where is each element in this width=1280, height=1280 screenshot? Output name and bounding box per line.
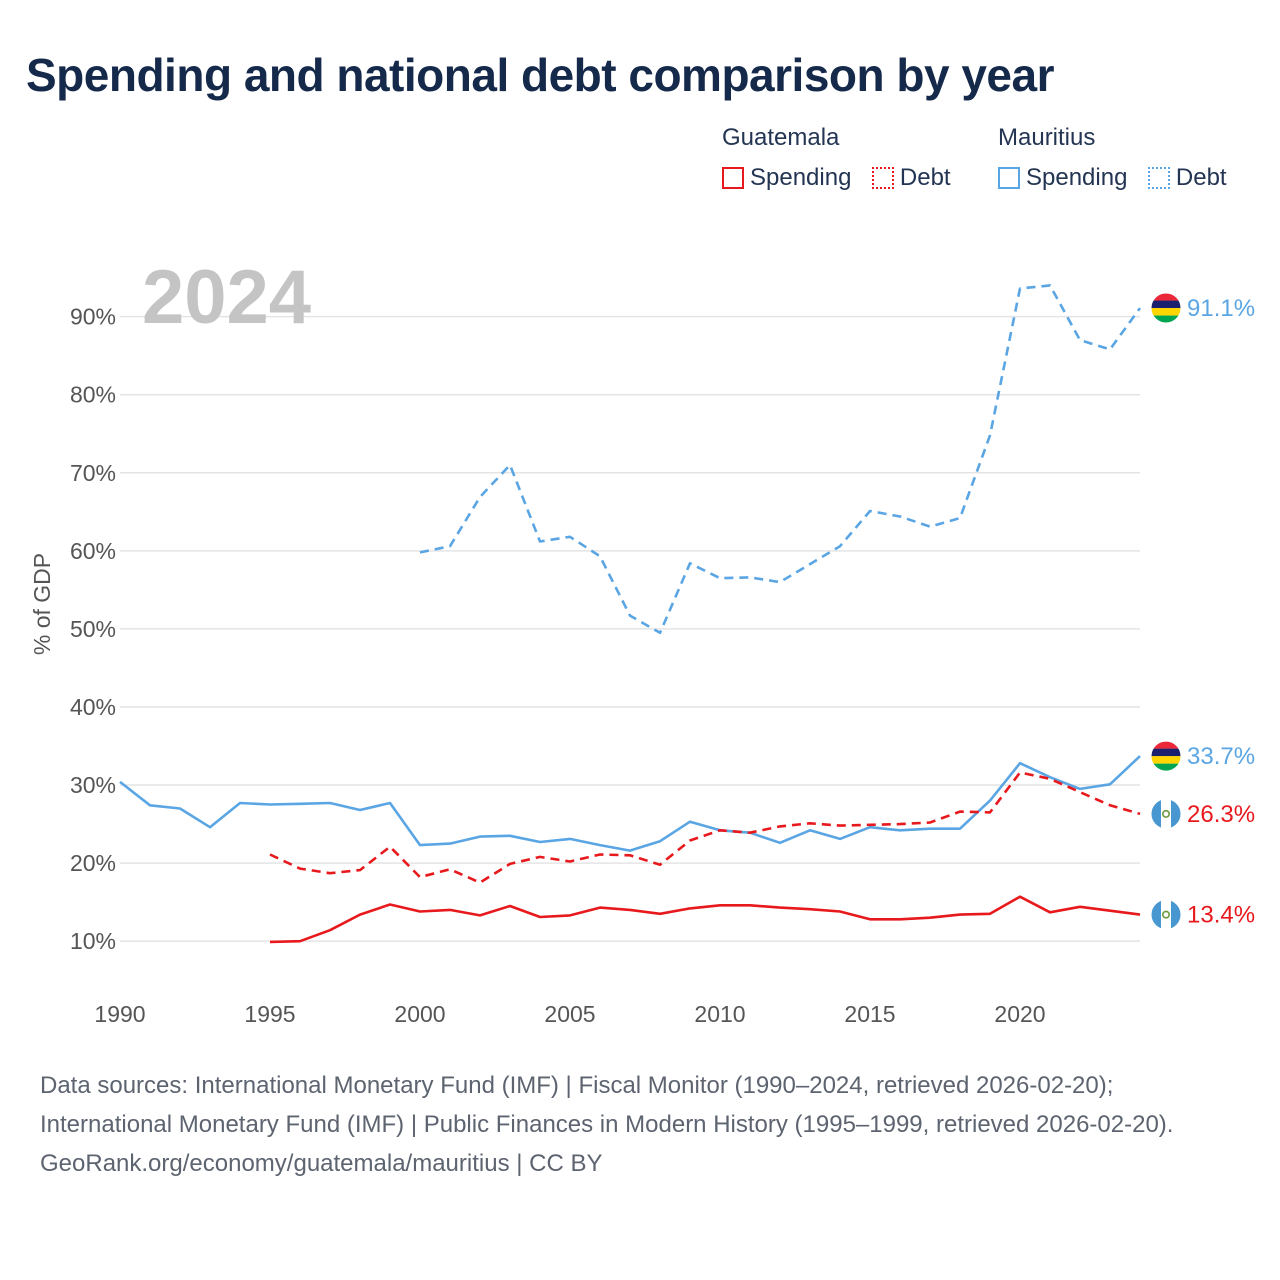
y-tick-label: 50%	[70, 616, 116, 642]
legend-guatemala-spending[interactable]: Spending	[722, 164, 851, 192]
legend-mauritius-debt[interactable]: Debt	[1147, 164, 1227, 192]
guatemala-flag-icon	[1150, 899, 1182, 931]
guatemala-spending-line[interactable]	[269, 895, 1141, 944]
x-tick-label: 2000	[394, 1001, 445, 1027]
y-tick-label: 10%	[70, 928, 116, 954]
x-tick-label: 2005	[544, 1001, 595, 1027]
legend-mauritius-title: Mauritius	[998, 124, 1096, 151]
y-tick-label: 20%	[70, 850, 116, 876]
chart-title: Spending and national debt comparison by…	[26, 49, 1055, 101]
solid-swatch-icon	[722, 167, 744, 189]
dotted-swatch-icon	[871, 167, 894, 189]
x-tick-label: 2010	[694, 1001, 745, 1027]
solid-swatch-icon	[998, 167, 1020, 189]
chart-plot: 10% 20% 30% 40% 50% 60% 70% 80% 90% 1990 1995 2000 2…	[29, 255, 1255, 1027]
legend-guatemala-spending-label: Spending	[750, 164, 852, 191]
mauritius-debt-line[interactable]	[419, 284, 1142, 635]
guatemala-flag-icon	[1150, 798, 1182, 830]
legend-mauritius-spending-label: Spending	[1026, 164, 1128, 191]
gridlines	[120, 315, 1140, 942]
y-axis-title: % of GDP	[29, 553, 55, 655]
y-tick-label: 30%	[70, 772, 116, 798]
legend-guatemala-title: Guatemala	[722, 124, 840, 151]
legend-guatemala: Guatemala Spending Debt	[722, 124, 967, 194]
guatemala-debt-line[interactable]	[269, 771, 1141, 884]
x-tick-label: 1995	[244, 1001, 295, 1027]
y-tick-label: 90%	[70, 304, 116, 330]
guatemala-debt-end-label: 26.3%	[1187, 801, 1255, 828]
x-tick-label: 1990	[94, 1001, 145, 1027]
x-tick-label: 2020	[994, 1001, 1045, 1027]
end-markers: 91.1% 33.7% 26.3% 13.4%	[1150, 292, 1255, 931]
legend-mauritius-spending[interactable]: Spending	[998, 164, 1127, 192]
mauritius-flag-icon	[1150, 740, 1182, 772]
credit-link[interactable]: GeoRank.org/economy/guatemala/mauritius …	[40, 1150, 603, 1177]
legend-mauritius-debt-label: Debt	[1175, 164, 1227, 191]
year-watermark: 2024	[142, 255, 311, 340]
y-tick-label: 70%	[70, 460, 116, 486]
legend-guatemala-debt[interactable]: Debt	[871, 164, 951, 192]
x-tick-label: 2015	[844, 1001, 895, 1027]
mauritius-spending-line[interactable]	[119, 755, 1141, 852]
legend-guatemala-debt-label: Debt	[899, 164, 951, 191]
series-lines	[119, 284, 1142, 944]
legend-mauritius: Mauritius Spending Debt	[998, 124, 1243, 194]
y-tick-label: 40%	[70, 694, 116, 720]
y-tick-label: 60%	[70, 538, 116, 564]
mauritius-debt-end-label: 91.1%	[1187, 295, 1255, 322]
y-tick-label: 80%	[70, 382, 116, 408]
axes: 10% 20% 30% 40% 50% 60% 70% 80% 90% 1990 1995 2000 2…	[70, 304, 1046, 1027]
data-sources: Data sources: International Monetary Fun…	[40, 1072, 1174, 1138]
mauritius-spending-end-label: 33.7%	[1187, 743, 1255, 770]
guatemala-spending-end-label: 13.4%	[1187, 902, 1255, 929]
footer: Data sources: International Monetary Fun…	[40, 1066, 1240, 1183]
dotted-swatch-icon	[1147, 167, 1170, 189]
mauritius-flag-icon	[1150, 292, 1182, 324]
